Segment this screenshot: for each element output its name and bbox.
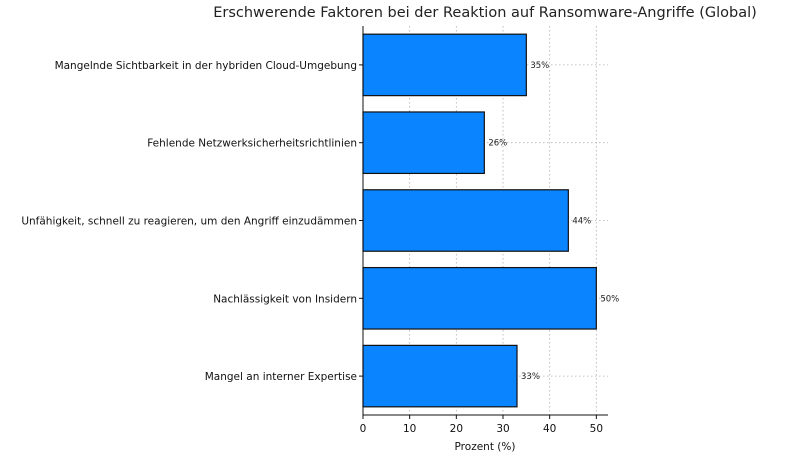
- category-label: Unfähigkeit, schnell zu reagieren, um de…: [21, 216, 357, 228]
- value-label: 50%: [600, 294, 619, 304]
- x-tick-label: 50: [590, 423, 603, 435]
- x-tick-label: 40: [543, 423, 556, 435]
- bar: [362, 33, 527, 97]
- x-tick-label: 10: [403, 423, 416, 435]
- chart-title: Erschwerende Faktoren bei der Reaktion a…: [213, 5, 757, 21]
- category-labels: Mangelnde Sichtbarkeit in der hybriden C…: [21, 60, 357, 383]
- bar: [362, 189, 569, 252]
- x-tick-label: 20: [450, 423, 463, 435]
- value-labels: 35% 26% 44% 50% 33%: [488, 61, 619, 382]
- category-label: Nachlässigkeit von Insidern: [213, 293, 357, 305]
- x-ticks: 0 10 20 30 40 50: [359, 64, 603, 435]
- x-axis-title: Prozent (%): [455, 441, 516, 453]
- bar: [362, 266, 597, 330]
- bar: [362, 111, 485, 175]
- value-label: 44%: [572, 217, 591, 227]
- bars: [362, 33, 597, 408]
- value-label: 35%: [530, 61, 549, 71]
- category-label: Mangelnde Sichtbarkeit in der hybriden C…: [55, 60, 357, 72]
- x-tick-label: 30: [496, 423, 509, 435]
- category-label: Fehlende Netzwerksicherheitsrichtlinien: [147, 138, 357, 150]
- category-label: Mangel an interner Expertise: [205, 371, 357, 383]
- value-label: 33%: [521, 372, 540, 382]
- bar: [362, 344, 518, 408]
- value-label: 26%: [488, 139, 507, 149]
- x-tick-label: 0: [360, 423, 367, 435]
